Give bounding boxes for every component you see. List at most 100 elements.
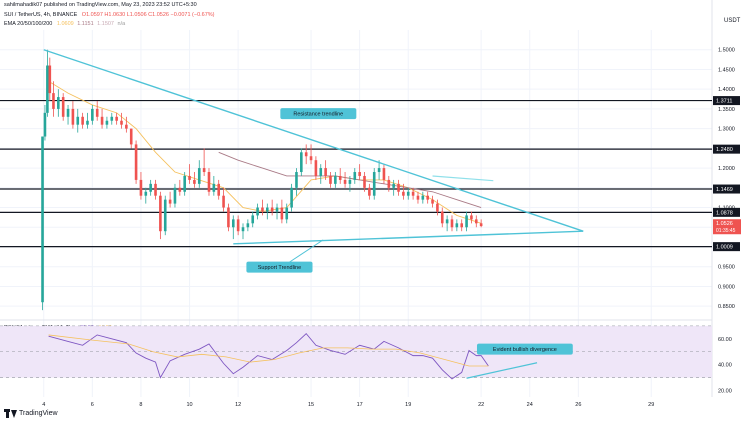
level-label: 1.1469	[716, 187, 733, 193]
candle-body	[280, 207, 284, 220]
candle-body	[338, 175, 342, 180]
candle-body	[227, 207, 230, 228]
x-tick-label: 8	[139, 402, 142, 408]
y-tick-label: 0.9500	[718, 265, 735, 271]
ema50-value: 1.1151	[77, 21, 94, 27]
symbol-title[interactable]: SUI / TetherUS, 4h, BINANCE	[4, 12, 78, 18]
y-tick-label: 1.5000	[718, 48, 735, 54]
level-label: 1.0009	[716, 245, 733, 251]
ohlc-values: O1.0597 H1.0630 L1.0506 C1.0526 −0.0071 …	[81, 12, 215, 18]
candle-body	[188, 175, 191, 180]
y-tick-label: 1.3000	[718, 127, 735, 133]
y-tick-label: 0.9000	[718, 284, 735, 290]
support-callout-box	[246, 261, 313, 273]
candle-body	[173, 187, 177, 204]
candle-body	[266, 207, 269, 212]
currency-label: USDT	[724, 18, 741, 24]
candle-body	[105, 120, 109, 125]
level-badge-1.0878	[713, 207, 740, 217]
level-badge-1.1469	[713, 184, 740, 194]
x-tick-label: 26	[575, 402, 581, 408]
candle-body	[465, 215, 468, 228]
y-tick-label: 1.4000	[718, 87, 735, 93]
candle-body	[304, 152, 308, 157]
candle-body	[212, 183, 216, 192]
tradingview-brand[interactable]: TradingView	[19, 410, 58, 417]
level-label: 1.2480	[716, 147, 733, 153]
candle-body	[110, 116, 114, 121]
resistance-trendline	[43, 49, 584, 232]
candle-body	[348, 179, 352, 184]
candle-body	[71, 108, 75, 125]
candle-body	[295, 172, 298, 188]
candle-body	[207, 172, 211, 192]
candle-body	[353, 172, 357, 180]
candle-body	[431, 199, 434, 204]
rsi-y-tick-label: 40.00	[718, 363, 732, 369]
resistance-callout: Resistance trendline	[293, 112, 343, 118]
resistance-callout-box	[280, 108, 357, 120]
candle-body	[358, 172, 361, 176]
candle-body	[125, 124, 128, 129]
last-price-label: 1.0526	[716, 221, 733, 227]
ema200-value: n/a	[117, 21, 126, 27]
y-tick-label: 1.4500	[718, 67, 735, 73]
candle-body	[382, 168, 386, 180]
support-trendline	[233, 230, 584, 245]
candle-body	[411, 191, 415, 196]
divergence-callout: Evident bullish divergence	[493, 347, 557, 353]
x-tick-label: 29	[648, 402, 654, 408]
candle-body	[392, 183, 395, 188]
candle-body	[52, 93, 55, 109]
candle-body	[445, 219, 449, 224]
candle-body	[261, 207, 264, 212]
level-label: 1.3711	[716, 99, 732, 105]
candle-body	[154, 183, 157, 196]
x-tick-label: 19	[405, 402, 411, 408]
support-callout: Support Trendline	[258, 265, 301, 271]
candle-body	[436, 203, 439, 212]
x-tick-label: 10	[186, 402, 192, 408]
level-badge-1.3711	[713, 96, 740, 106]
candle-body	[217, 183, 221, 196]
divergence-callout-box	[476, 343, 573, 355]
candle-body	[416, 195, 420, 200]
candle-body	[159, 195, 162, 232]
candle-body	[387, 179, 391, 188]
candle-body	[377, 168, 381, 173]
candle-body	[149, 183, 152, 192]
candle-body	[334, 175, 337, 184]
candle-body	[193, 179, 196, 184]
ema-legend-label[interactable]: EMA 20/50/100/200	[4, 21, 53, 27]
candle-body	[66, 108, 70, 117]
candle-body	[368, 187, 371, 196]
ema200-line	[432, 175, 494, 182]
candle-body	[397, 183, 400, 192]
x-tick-label: 17	[357, 402, 363, 408]
divergence-line	[466, 362, 538, 379]
x-tick-label: 22	[478, 402, 484, 408]
candle-body	[372, 172, 376, 196]
x-tick-label: 12	[235, 402, 241, 408]
candle-body	[319, 168, 323, 176]
candle-body	[455, 223, 459, 228]
candle-body	[202, 168, 206, 173]
candle-body	[41, 136, 44, 303]
candle-body	[363, 175, 366, 188]
candle-body	[81, 116, 84, 125]
level-label: 1.0878	[716, 210, 733, 216]
rsi-line	[48, 332, 489, 380]
publisher-line: sahilmahadik07 published on TradingView.…	[4, 2, 197, 8]
candle-body	[309, 156, 313, 161]
candle-body	[329, 175, 332, 184]
candle-body	[421, 195, 425, 200]
candle-body	[197, 168, 201, 184]
candle-body	[256, 207, 259, 216]
candle-body	[100, 116, 104, 125]
candle-body	[46, 65, 49, 113]
candle-body	[343, 179, 347, 184]
candle-body	[86, 120, 89, 125]
level-badge-1.0009	[713, 242, 740, 252]
x-tick-label: 6	[91, 402, 94, 408]
